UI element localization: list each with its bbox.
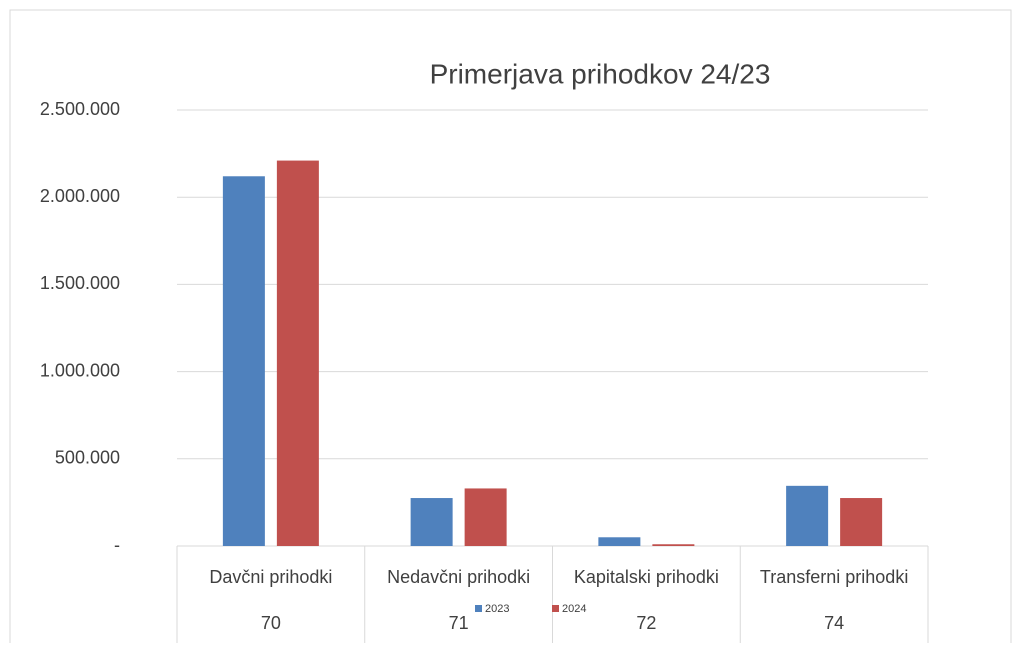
- chart-title: Primerjava prihodkov 24/23: [430, 58, 771, 89]
- legend-swatch: [475, 605, 482, 612]
- legend-swatch: [552, 605, 559, 612]
- y-tick-label: -: [114, 535, 120, 555]
- bar: [840, 498, 883, 546]
- x-group-label: 70: [261, 613, 281, 633]
- x-tick-label: Davčni prihodki: [209, 567, 332, 587]
- chart-border: [9, 9, 1012, 648]
- x-tick-label: Kapitalski prihodki: [574, 567, 719, 587]
- bar: [410, 498, 453, 546]
- legend-label: 2023: [485, 603, 509, 615]
- legend-label: 2024: [562, 603, 586, 615]
- bar: [276, 160, 319, 547]
- x-group-label: 74: [824, 613, 844, 633]
- bar: [652, 544, 695, 546]
- y-tick-label: 1.000.000: [40, 360, 120, 380]
- y-tick-label: 2.000.000: [40, 186, 120, 206]
- y-tick-label: 500.000: [55, 448, 120, 468]
- bar: [464, 488, 507, 546]
- bar: [598, 537, 641, 546]
- x-group-label: 72: [636, 613, 656, 633]
- bar: [222, 176, 265, 546]
- bar: [786, 485, 829, 546]
- x-tick-label: Nedavčni prihodki: [387, 567, 530, 587]
- x-tick-label: Transferni prihodki: [760, 567, 908, 587]
- x-group-label: 71: [449, 613, 469, 633]
- y-tick-label: 2.500.000: [40, 99, 120, 119]
- y-tick-label: 1.500.000: [40, 273, 120, 293]
